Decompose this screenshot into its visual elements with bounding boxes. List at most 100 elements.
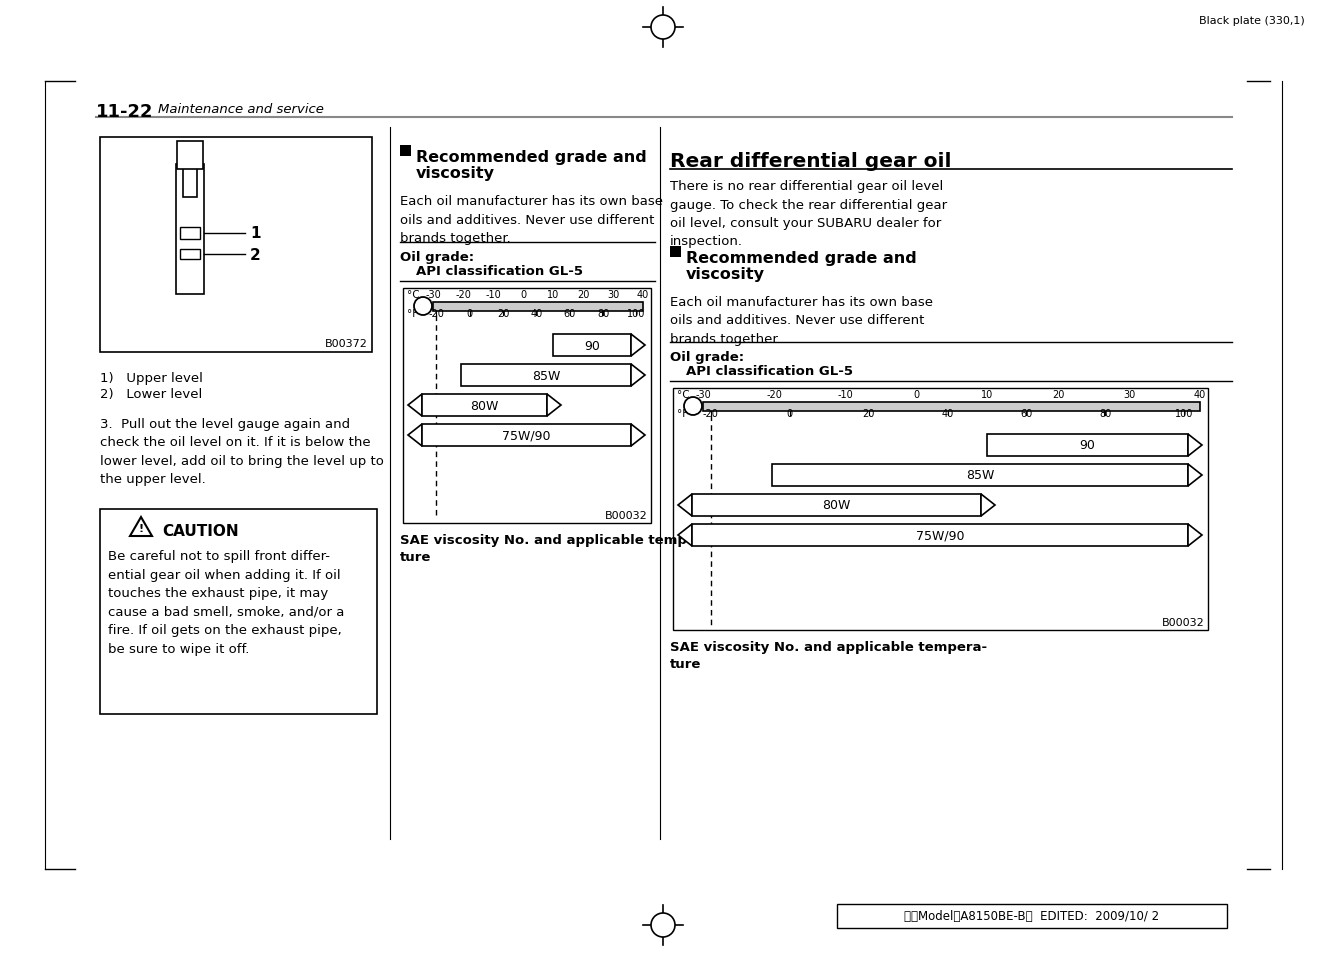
Text: 0: 0	[520, 291, 525, 300]
Text: 85W: 85W	[966, 469, 994, 482]
FancyBboxPatch shape	[100, 510, 377, 714]
Text: !: !	[138, 523, 143, 534]
Text: -20: -20	[766, 390, 782, 400]
Text: Each oil manufacturer has its own base
oils and additives. Never use different
b: Each oil manufacturer has its own base o…	[670, 295, 933, 346]
Text: CAUTION: CAUTION	[162, 523, 239, 537]
FancyBboxPatch shape	[433, 302, 644, 312]
Text: 20: 20	[496, 309, 510, 318]
Circle shape	[683, 397, 702, 416]
Text: -20: -20	[455, 291, 471, 300]
Text: viscosity: viscosity	[415, 166, 495, 181]
Text: 75W/90: 75W/90	[502, 429, 551, 442]
FancyBboxPatch shape	[987, 435, 1188, 456]
Text: 20: 20	[1052, 390, 1064, 400]
Text: 60: 60	[1020, 409, 1032, 418]
Polygon shape	[547, 395, 561, 416]
Text: 100: 100	[1174, 409, 1193, 418]
Text: Each oil manufacturer has its own base
oils and additives. Never use different
b: Each oil manufacturer has its own base o…	[399, 194, 664, 245]
Text: 40: 40	[637, 291, 649, 300]
Text: 75W/90: 75W/90	[916, 529, 965, 542]
FancyBboxPatch shape	[553, 335, 632, 356]
FancyBboxPatch shape	[460, 365, 632, 387]
Circle shape	[414, 297, 433, 315]
Text: 1)   Upper level: 1) Upper level	[100, 372, 203, 385]
Text: -20: -20	[703, 409, 719, 418]
Text: 10: 10	[547, 291, 559, 300]
Text: 90: 90	[1080, 439, 1095, 452]
Text: Be careful not to spill front differ-
ential gear oil when adding it. If oil
tou: Be careful not to spill front differ- en…	[107, 550, 345, 655]
Text: SAE viscosity No. and applicable tempera-
ture: SAE viscosity No. and applicable tempera…	[670, 640, 987, 670]
Text: 20: 20	[577, 291, 589, 300]
Text: Recommended grade and: Recommended grade and	[686, 251, 917, 266]
FancyBboxPatch shape	[691, 524, 1188, 546]
Text: Recommended grade and: Recommended grade and	[415, 150, 646, 165]
FancyBboxPatch shape	[422, 395, 547, 416]
Polygon shape	[1188, 464, 1202, 486]
FancyBboxPatch shape	[691, 495, 981, 517]
Text: API classification GL-5: API classification GL-5	[686, 365, 853, 377]
FancyBboxPatch shape	[673, 389, 1208, 630]
Text: B00372: B00372	[325, 338, 368, 349]
Text: -10: -10	[837, 390, 853, 400]
Text: Oil grade:: Oil grade:	[399, 251, 474, 264]
Text: 3.  Pull out the level gauge again and
check the oil level on it. If it is below: 3. Pull out the level gauge again and ch…	[100, 417, 384, 486]
Text: °F: °F	[407, 309, 418, 318]
Text: 0: 0	[467, 309, 472, 318]
FancyBboxPatch shape	[176, 142, 203, 170]
Polygon shape	[981, 495, 995, 517]
Polygon shape	[632, 365, 645, 387]
Text: 1: 1	[249, 226, 260, 241]
FancyBboxPatch shape	[180, 250, 200, 260]
Text: 80W: 80W	[823, 499, 851, 512]
Text: 11-22: 11-22	[96, 103, 154, 121]
Polygon shape	[632, 424, 645, 447]
Text: 北米Model｢A8150BE-B｣  EDITED:  2009/10/ 2: 北米Model｢A8150BE-B｣ EDITED: 2009/10/ 2	[905, 909, 1160, 923]
Text: °C: °C	[677, 390, 690, 400]
Text: 10: 10	[981, 390, 993, 400]
Text: -10: -10	[486, 291, 500, 300]
Text: Rear differential gear oil: Rear differential gear oil	[670, 152, 951, 171]
Text: 80: 80	[1099, 409, 1112, 418]
FancyBboxPatch shape	[772, 464, 1188, 486]
Polygon shape	[130, 517, 153, 537]
Text: There is no rear differential gear oil level
gauge. To check the rear differenti: There is no rear differential gear oil l…	[670, 180, 947, 248]
FancyBboxPatch shape	[176, 165, 204, 294]
FancyBboxPatch shape	[100, 138, 372, 353]
Text: 60: 60	[564, 309, 576, 318]
FancyBboxPatch shape	[422, 424, 632, 447]
Text: 30: 30	[1123, 390, 1135, 400]
FancyBboxPatch shape	[703, 402, 1200, 411]
Text: Black plate (330,1): Black plate (330,1)	[1200, 16, 1304, 26]
Polygon shape	[632, 335, 645, 356]
Text: 30: 30	[606, 291, 620, 300]
Text: API classification GL-5: API classification GL-5	[415, 265, 583, 277]
Polygon shape	[678, 495, 691, 517]
FancyBboxPatch shape	[180, 228, 200, 240]
Text: B00032: B00032	[605, 511, 648, 520]
Text: 85W: 85W	[532, 369, 560, 382]
Text: °F: °F	[677, 409, 689, 418]
Text: -20: -20	[429, 309, 445, 318]
Text: 90: 90	[584, 339, 600, 352]
Text: Oil grade:: Oil grade:	[670, 351, 744, 364]
Text: 2)   Lower level: 2) Lower level	[100, 388, 202, 400]
Text: 0: 0	[913, 390, 920, 400]
Text: -30: -30	[695, 390, 711, 400]
Polygon shape	[407, 424, 422, 447]
Text: 80: 80	[597, 309, 609, 318]
FancyBboxPatch shape	[399, 146, 411, 157]
Text: 0: 0	[787, 409, 792, 418]
FancyBboxPatch shape	[183, 156, 196, 198]
Text: Maintenance and service: Maintenance and service	[158, 103, 324, 116]
Text: -30: -30	[425, 291, 441, 300]
Text: 40: 40	[1194, 390, 1206, 400]
Text: 40: 40	[531, 309, 543, 318]
FancyBboxPatch shape	[670, 247, 681, 257]
Text: B00032: B00032	[1162, 618, 1205, 627]
Text: 80W: 80W	[470, 399, 499, 412]
Polygon shape	[1188, 524, 1202, 546]
Polygon shape	[678, 524, 691, 546]
Text: 40: 40	[941, 409, 954, 418]
Text: viscosity: viscosity	[686, 267, 764, 282]
Text: °C: °C	[407, 291, 419, 300]
